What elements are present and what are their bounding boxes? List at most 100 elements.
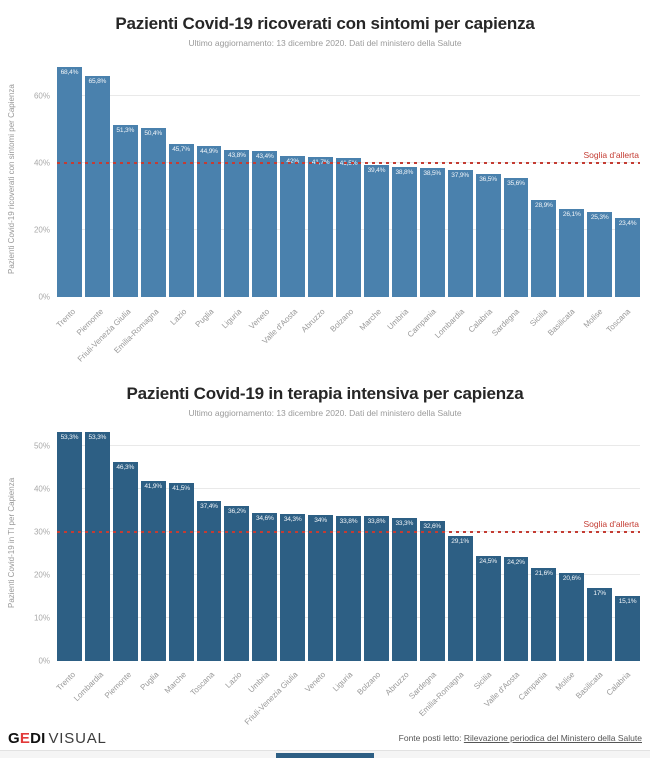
bar-calabria: 36,5% [475,174,501,297]
bar-slot: 23,4% [615,62,641,297]
y-axis-tick-label: 0% [38,292,50,302]
bar-lombardia: 53,3% [84,432,110,661]
bar-umbria: 34,6% [252,512,278,661]
x-axis-category-label: Molise [582,307,605,330]
bar-value-label: 29,1% [451,538,469,546]
bottom-accent-bar [276,753,374,758]
bar-toscana: 37,4% [196,500,222,661]
x-axis-category-label: Campania [517,670,550,703]
bar-molise: 20,6% [559,572,585,661]
logo-letter-e: E [19,729,31,747]
bar-value-label: 17% [593,590,606,598]
y-axis-tick-label: 60% [33,91,50,101]
bar-value-label: 34,3% [283,515,302,523]
bar-bolzano: 33,8% [363,515,389,661]
bar-slot: 34,6% [252,425,278,661]
gridline [57,445,640,447]
bar-value-label: 33,8% [339,517,358,525]
bar-slot: 29,1% [447,425,473,661]
bar-veneto: 34% [308,515,334,661]
bar-value-label: 37,9% [451,171,469,179]
footer: GEDI VISUAL Fonte posti letto: Rilevazion… [0,725,650,758]
bar-value-label: 25,3% [590,214,609,222]
bar-abruzzo: 33,3% [391,518,417,661]
chart-title: Pazienti Covid-19 in terapia intensiva p… [126,384,524,403]
bar-sardegna: 32,6% [419,521,445,661]
x-axis-category-label: Toscana [605,307,633,335]
chart-subtitle: Ultimo aggiornamento: 13 dicembre 2020. … [188,38,462,48]
bar-value-label: 44,9% [200,148,218,156]
logo-letter-g: G [8,729,20,747]
bar-sicilia: 24,5% [475,555,501,661]
bar-slot: 43,4% [252,62,278,297]
x-axis-category-label: Sicilia [528,307,550,329]
x-axis-category-label: Sicilia [472,670,494,692]
x-axis-category-label: Puglia [193,307,217,330]
y-axis-tick-label: 30% [33,527,50,537]
bar-slot: 35,6% [503,62,529,297]
bar-valle-d-aosta: 42% [278,156,307,297]
x-axis-category-label: Basilicata [574,670,605,701]
gridline [57,488,640,490]
bar-value-label: 43,8% [228,151,246,159]
chart-ricoverati-sintomi: Pazienti Covid-19 ricoverati con sintomi… [0,0,650,378]
bar-valle-d-aosta: 24,2% [503,557,529,661]
x-axis-category-label: Lazio [168,307,189,327]
x-axis-category-label: Marche [357,307,383,333]
bar-slot: 24,2% [503,425,529,661]
x-axis-category-label: Umbria [246,670,272,695]
bar-campania: 21,6% [531,568,557,661]
bar-slot: 53,3% [57,425,82,661]
bar-slot: 36,5% [475,62,501,297]
bar-abruzzo: 41,7% [308,157,334,297]
bar-emilia-romagna: 29,1% [447,536,473,661]
bar-slot: 50,4% [140,62,166,297]
x-axis-category-label: Abruzzo [299,307,328,335]
bar-value-label: 33,3% [395,520,414,528]
bar-piemonte: 65,8% [84,76,110,297]
bar-puglia: 41,9% [140,481,166,661]
x-axis-category-label: Lombardia [432,307,466,341]
bar-value-label: 41,9% [144,483,163,491]
bar-value-label: 42% [278,158,307,165]
bar-marche: 41,5% [168,482,194,661]
bar-value-label: 21,6% [535,570,553,578]
bar-value-label: 15,1% [618,598,637,606]
x-axis-category-label: Veneto [303,670,328,694]
chart-title: Pazienti Covid-19 ricoverati con sintomi… [115,14,535,33]
chart-terapia-intensiva: Pazienti Covid-19 in terapia intensiva p… [0,378,650,727]
bar-friuli-venezia-giulia: 34,3% [280,513,306,661]
bar-slot: 34,3% [280,425,306,661]
bar-value-label: 45,7% [172,145,190,153]
x-axis-category-label: Bolzano [355,670,383,697]
bar-value-label: 43,4% [255,153,274,161]
x-axis-labels: Trento Lombardia Piemonte Puglia Marche Tosca… [55,664,640,727]
x-axis-category-label: Abruzzo [383,670,411,698]
x-axis-category-label: Liguria [220,307,244,331]
bar-value-label: 39,4% [367,166,386,174]
bar-slot: 38,5% [419,62,445,297]
bar-value-label: 53,3% [60,434,79,442]
bar-slot: 21,6% [531,425,557,661]
bar-value-label: 68,4% [60,69,79,77]
bar-group: 53,3% 53,3% 46,3% 41,9% 41,5% 37,4% 36,2% 34,6%… [57,425,641,661]
x-axis-category-label: Umbria [385,307,411,332]
bar-value-label: 46,3% [116,464,135,472]
bar-value-label: 41,5% [172,484,190,492]
y-axis-title: Pazienti Covid-19 ricoverati con sintomi… [7,84,16,275]
y-axis-tick-label: 40% [33,484,50,494]
y-axis-tick-label: 40% [33,158,50,168]
bar-value-label: 51,3% [116,126,135,134]
bar-slot: 41,7% [308,62,334,297]
bar-sardegna: 35,6% [503,177,529,297]
y-axis-tick-label: 50% [33,441,50,451]
source-link[interactable]: Rilevazione periodica del Ministero dell… [463,733,642,743]
bar-slot: 41,5% [336,62,361,297]
x-axis-category-label: Molise [554,670,577,693]
x-axis-category-label: Marche [163,670,189,696]
bar-slot: 37,4% [196,425,222,661]
bar-slot: 33,8% [363,425,389,661]
x-axis-category-label: Basilicata [546,307,577,338]
plot-area: 0% 10% 20% 30% 40% 50% 53,3% 53,3% 46,3% 41,9% 41,… [34,425,641,666]
bar-friuli-venezia-giulia: 51,3% [112,124,138,297]
